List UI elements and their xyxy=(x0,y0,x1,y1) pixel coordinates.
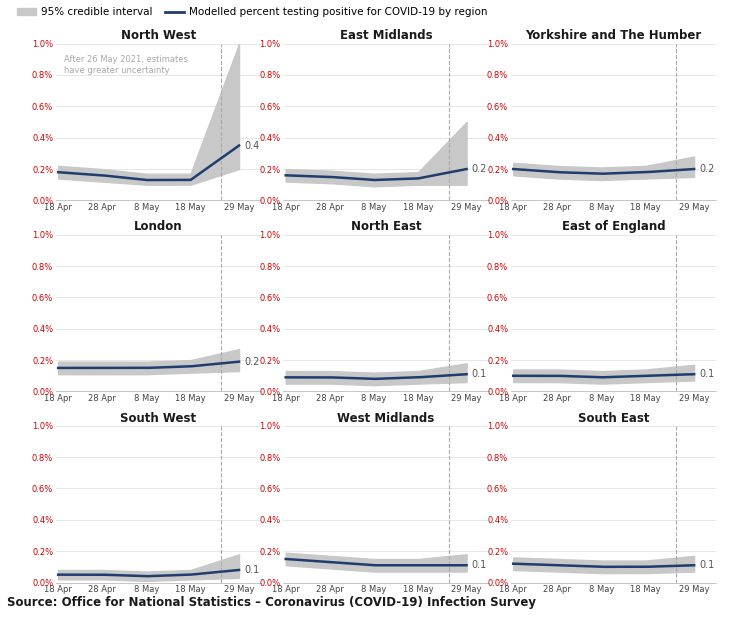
Text: 0.2: 0.2 xyxy=(472,164,487,174)
Title: London: London xyxy=(134,221,183,234)
Legend: 95% credible interval, Modelled percent testing positive for COVID-19 by region: 95% credible interval, Modelled percent … xyxy=(13,3,492,22)
Text: 0.1: 0.1 xyxy=(472,369,487,379)
Text: 0.1: 0.1 xyxy=(245,565,260,575)
Title: South East: South East xyxy=(578,412,649,424)
Title: East Midlands: East Midlands xyxy=(339,29,433,42)
Text: 0.2: 0.2 xyxy=(700,164,715,174)
Title: Yorkshire and The Humber: Yorkshire and The Humber xyxy=(525,29,702,42)
Text: 0.1: 0.1 xyxy=(700,369,715,379)
Title: South West: South West xyxy=(120,412,197,424)
Text: 0.1: 0.1 xyxy=(472,560,487,570)
Title: North East: North East xyxy=(351,221,421,234)
Title: East of England: East of England xyxy=(562,221,665,234)
Text: After 26 May 2021, estimates
have greater uncertainty: After 26 May 2021, estimates have greate… xyxy=(64,55,188,75)
Text: 0.1: 0.1 xyxy=(700,560,715,570)
Text: Source: Office for National Statistics – Coronavirus (COVID-19) Infection Survey: Source: Office for National Statistics –… xyxy=(7,596,536,609)
Title: West Midlands: West Midlands xyxy=(337,412,435,424)
Text: 0.4: 0.4 xyxy=(245,141,260,151)
Title: North West: North West xyxy=(121,29,196,42)
Text: 0.2: 0.2 xyxy=(245,356,260,367)
